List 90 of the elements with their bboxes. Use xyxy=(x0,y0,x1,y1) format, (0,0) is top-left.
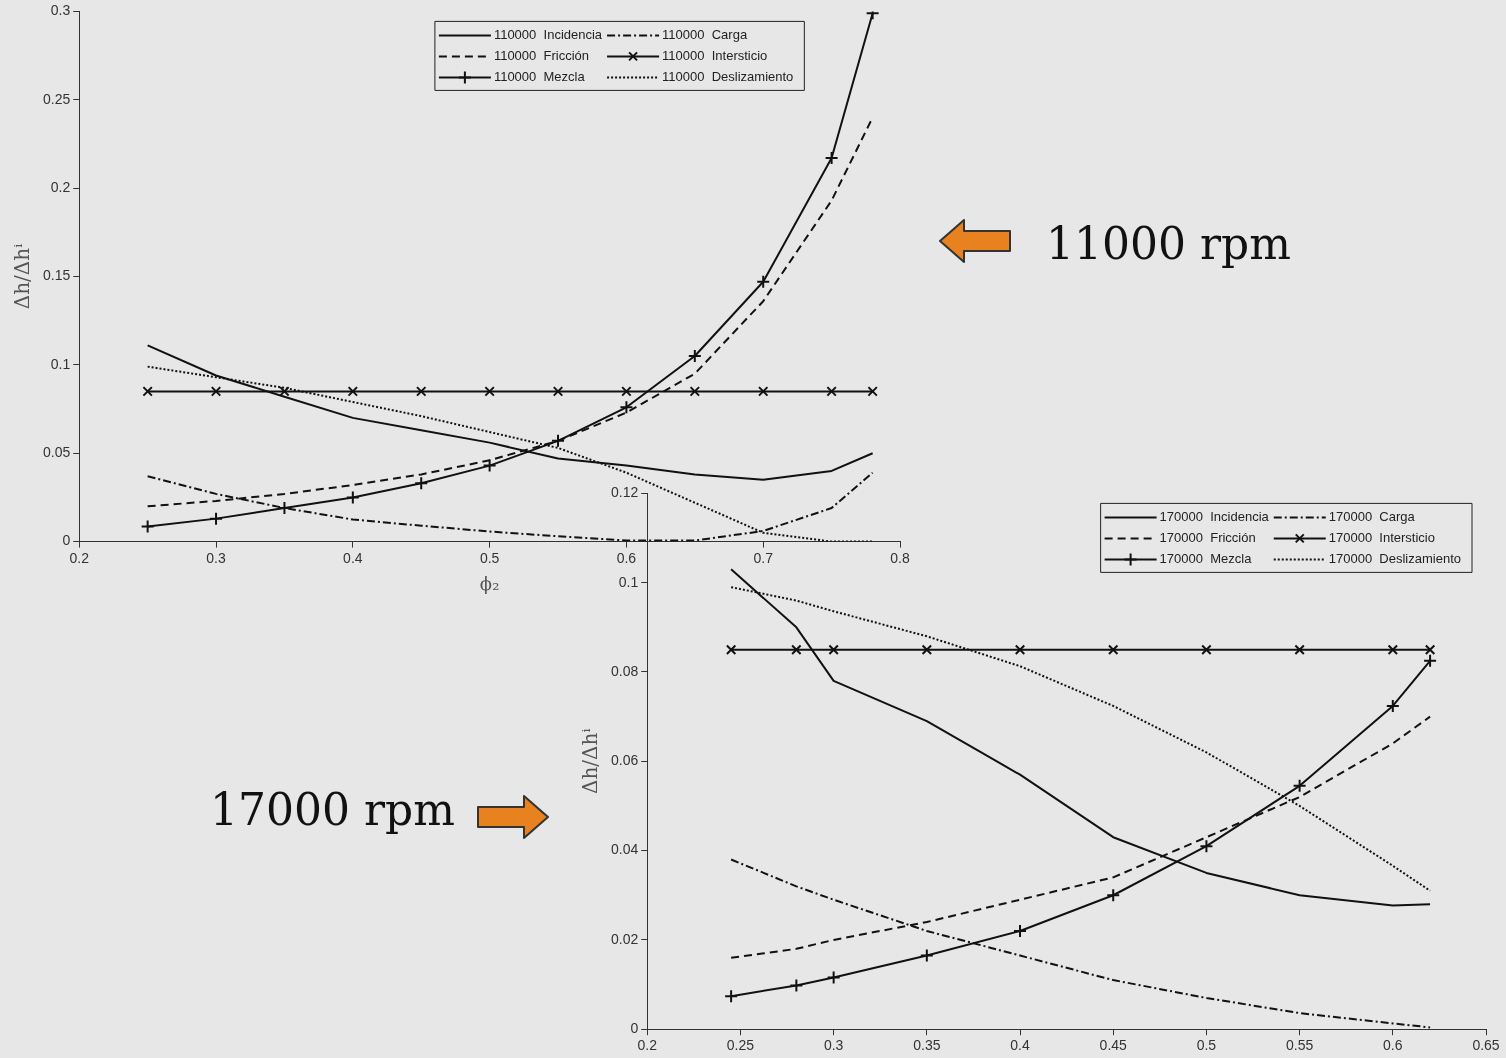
point xyxy=(551,433,566,448)
point xyxy=(1385,698,1400,713)
point xyxy=(482,458,497,473)
x-tick-label: 0.7 xyxy=(753,549,774,566)
point xyxy=(621,386,632,397)
point xyxy=(552,386,564,397)
point xyxy=(415,386,427,397)
point xyxy=(1294,644,1305,655)
point xyxy=(1107,644,1119,655)
point xyxy=(1424,644,1436,655)
legend-label: 110000 Fricción xyxy=(493,47,590,63)
legend-label: 170000 Mezcla xyxy=(1159,550,1253,566)
x-tick-label: 0.4 xyxy=(1010,1037,1030,1054)
point xyxy=(1292,778,1307,793)
point xyxy=(826,970,841,985)
y-tick-label: 0.15 xyxy=(43,267,71,284)
point xyxy=(1423,653,1438,668)
x-tick-label: 0.2 xyxy=(637,1037,658,1054)
legend-label: 110000 Intersticio xyxy=(662,47,768,63)
legend-label: 110000 Mezcla xyxy=(493,68,586,84)
legend-label: 110000 Deslizamiento xyxy=(662,68,794,84)
y-tick-label: 0 xyxy=(62,532,71,549)
point xyxy=(1199,839,1214,854)
point xyxy=(414,476,429,491)
y-tick-label: 0.02 xyxy=(611,930,639,947)
legend-label: 170000 Intersticio xyxy=(1328,529,1435,545)
x-tick-label: 0.25 xyxy=(726,1037,755,1054)
x-tick-label: 0.35 xyxy=(913,1037,941,1054)
y-axis-title: Δh/Δhⁱ xyxy=(578,728,603,795)
x-tick-label: 0.6 xyxy=(616,549,637,566)
x-tick-label: 0.55 xyxy=(1285,1037,1314,1054)
legend-label: 170000 Deslizamiento xyxy=(1328,550,1461,566)
x-axis-title: ϕ₂ xyxy=(479,572,500,594)
x-tick-label: 0.5 xyxy=(1196,1037,1217,1054)
point xyxy=(484,386,495,397)
y-tick-label: 0.05 xyxy=(43,444,71,461)
point xyxy=(1013,923,1028,938)
legend-label: 170000 Incidencia xyxy=(1159,508,1270,524)
y-tick-label: 0.25 xyxy=(43,90,71,107)
point xyxy=(279,386,290,397)
legend-label: 170000 Fricción xyxy=(1159,529,1256,545)
y-tick-label: 0.08 xyxy=(611,662,639,679)
point xyxy=(140,519,155,534)
x-tick-label: 0.65 xyxy=(1472,1037,1500,1054)
point xyxy=(687,349,702,364)
point xyxy=(756,274,771,289)
point xyxy=(867,386,878,397)
point xyxy=(826,386,837,397)
y-tick-label: 0.1 xyxy=(50,355,71,372)
point xyxy=(725,644,737,655)
text: 17000 rpm xyxy=(210,784,455,835)
point xyxy=(1201,644,1212,655)
text: 11000 rpm xyxy=(1046,218,1291,269)
x-tick-label: 0.45 xyxy=(1099,1037,1128,1054)
point xyxy=(1387,644,1399,655)
x-tick-label: 0.6 xyxy=(1383,1037,1403,1054)
point xyxy=(789,978,804,993)
point xyxy=(209,511,224,526)
x-tick-label: 0.2 xyxy=(69,549,90,566)
y-tick-label: 0.1 xyxy=(618,573,639,590)
y-axis-title: Δh/Δhⁱ xyxy=(10,243,35,310)
point xyxy=(919,948,934,963)
legend-label: 110000 Incidencia xyxy=(493,26,603,42)
y-tick-label: 0.3 xyxy=(50,2,71,19)
legend-label: 110000 Carga xyxy=(662,26,748,42)
point xyxy=(347,386,359,397)
x-tick-label: 0.3 xyxy=(823,1037,844,1054)
point xyxy=(824,151,839,166)
point xyxy=(724,989,739,1004)
legend-label: 170000 Carga xyxy=(1328,508,1416,524)
x-tick-label: 0.3 xyxy=(206,549,226,566)
point xyxy=(619,400,634,415)
y-tick-label: 0.2 xyxy=(50,178,71,195)
y-tick-label: 0.04 xyxy=(611,841,639,858)
point xyxy=(1106,888,1121,903)
point xyxy=(210,386,222,397)
x-tick-label: 0.8 xyxy=(890,549,910,566)
x-tick-label: 0.5 xyxy=(479,549,500,566)
point xyxy=(345,490,360,505)
point xyxy=(921,644,933,655)
point xyxy=(142,386,153,397)
point xyxy=(757,386,769,397)
point xyxy=(791,644,802,655)
x-tick-label: 0.4 xyxy=(343,549,363,566)
y-tick-label: 0 xyxy=(630,1020,639,1037)
point xyxy=(689,386,701,397)
y-tick-label: 0.06 xyxy=(611,752,639,769)
y-tick-label: 0.12 xyxy=(611,484,639,501)
point xyxy=(828,644,839,655)
point xyxy=(1014,644,1026,655)
